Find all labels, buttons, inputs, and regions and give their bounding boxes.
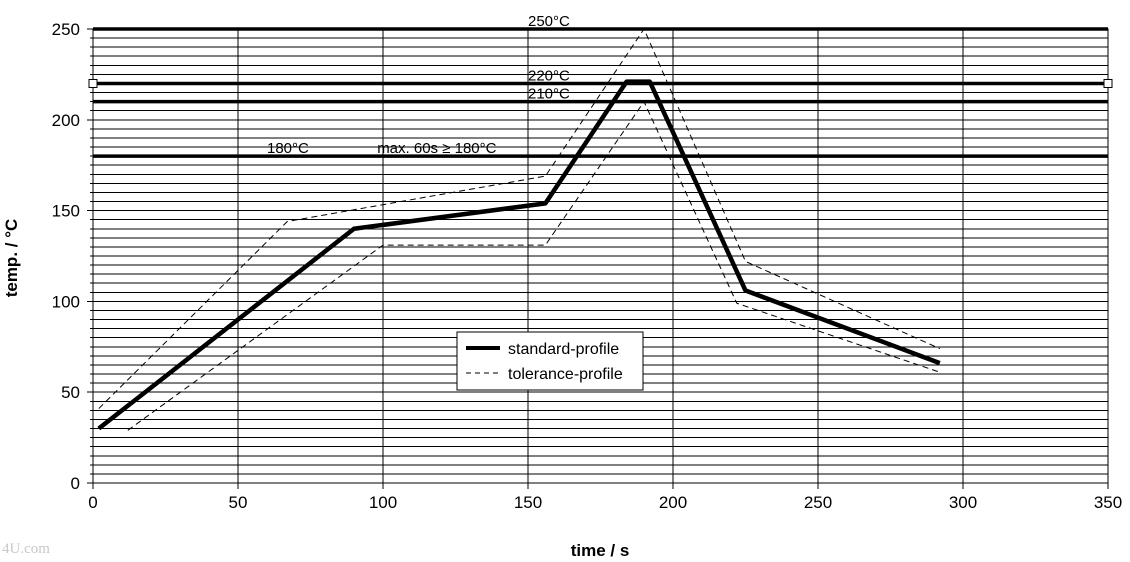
watermark: 4U.com <box>2 541 50 557</box>
x-tick-label-150: 150 <box>514 493 542 512</box>
y-tick-label-0: 0 <box>71 474 80 493</box>
series-group <box>97 28 941 431</box>
x-tick-label-250: 250 <box>804 493 832 512</box>
tolerance-line-2 <box>127 101 940 431</box>
reference-lines <box>93 27 1108 158</box>
y-tick-label-100: 100 <box>52 292 80 311</box>
tolerance-line-1 <box>98 28 941 409</box>
annotation-0: max. 60s ≥ 180°C <box>377 140 496 157</box>
y-tick-labels: 0 50 100 150 200 250 <box>52 20 80 493</box>
y-axis-title: temp. / °C <box>2 219 21 298</box>
handle-left <box>88 78 98 88</box>
legend-label-tolerance: tolerance-profile <box>508 366 623 383</box>
reference-label-250: 250°C <box>528 13 570 30</box>
x-tick-label-300: 300 <box>949 493 977 512</box>
x-tick-label-200: 200 <box>659 493 687 512</box>
x-tick-label-100: 100 <box>369 493 397 512</box>
legend-box <box>456 331 644 391</box>
x-axis-title: time / s <box>571 541 630 560</box>
y-tick-label-200: 200 <box>52 111 80 130</box>
x-tick-label-0: 0 <box>88 493 97 512</box>
annotations: 250°C 220°C 210°C 180°C max. 60s ≥ 180°C <box>267 13 570 157</box>
x-tick-labels: 0 50 100 150 200 250 300 350 <box>88 493 1122 512</box>
y-tick-label-250: 250 <box>52 20 80 39</box>
selection-handles <box>88 78 1113 88</box>
reference-label-220: 220°C <box>528 67 570 84</box>
x-tick-label-350: 350 <box>1094 493 1122 512</box>
legend: standard-profile tolerance-profile <box>456 331 644 391</box>
handle-right <box>1103 78 1113 88</box>
reference-label-210: 210°C <box>528 86 570 103</box>
y-tick-label-50: 50 <box>61 383 80 402</box>
standard-profile-line-0 <box>97 79 941 431</box>
reference-label-180: 180°C <box>267 140 309 157</box>
y-tick-label-150: 150 <box>52 202 80 221</box>
x-tick-label-50: 50 <box>229 493 248 512</box>
legend-label-standard: standard-profile <box>508 341 619 358</box>
